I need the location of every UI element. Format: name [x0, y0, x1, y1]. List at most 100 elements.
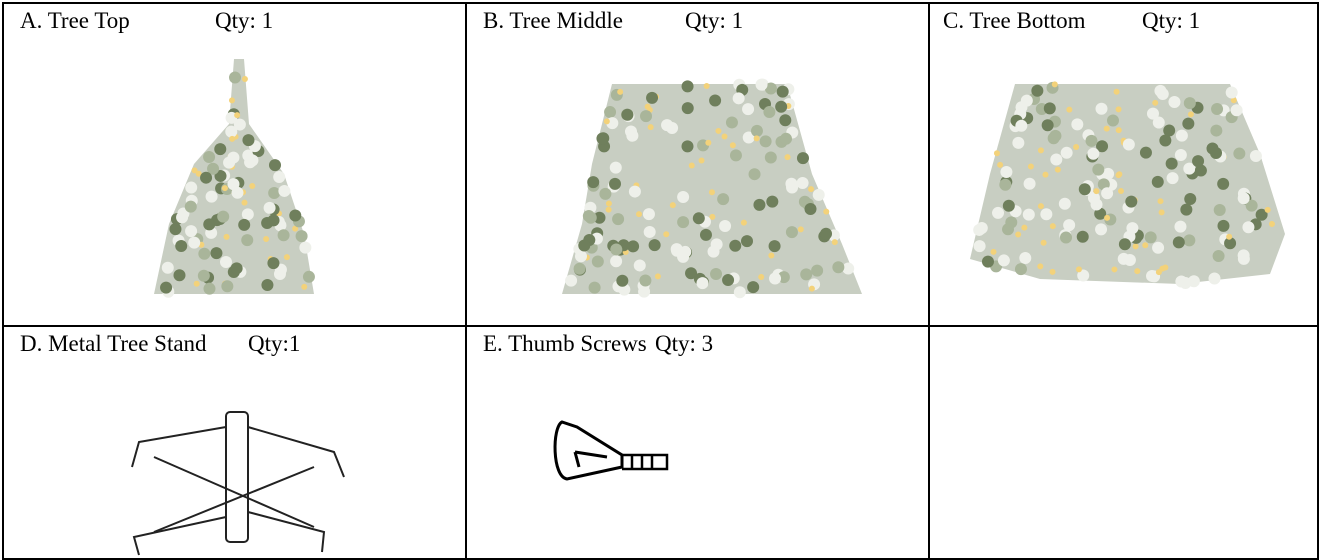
tree-texture	[269, 159, 282, 172]
tree-texture	[574, 250, 587, 263]
tree-texture	[647, 124, 654, 131]
tree-texture	[203, 151, 216, 164]
tree-texture	[705, 139, 712, 146]
tree-texture	[604, 106, 617, 119]
cell-c: C. Tree Bottom Qty: 1	[928, 2, 1319, 327]
tree-texture	[1237, 249, 1250, 262]
tree-texture	[273, 171, 286, 184]
tree-texture	[1012, 136, 1025, 149]
tree-texture	[1078, 183, 1091, 196]
tree-texture	[1212, 249, 1225, 262]
tree-texture	[748, 168, 761, 181]
tree-texture	[1211, 103, 1224, 116]
tree-texture	[1163, 124, 1176, 137]
tree-texture	[775, 100, 788, 113]
part-name: D. Metal Tree Stand	[20, 331, 207, 356]
tree-texture	[1095, 102, 1108, 115]
tree-texture	[624, 125, 637, 138]
tree-texture	[780, 132, 793, 145]
tree-texture	[696, 277, 709, 290]
tree-texture	[1115, 172, 1122, 179]
tree-texture	[268, 186, 281, 199]
tree-texture	[591, 255, 604, 268]
tree-texture	[1249, 149, 1262, 162]
tree-texture	[1049, 268, 1056, 275]
tree-texture	[776, 85, 789, 98]
tree-texture	[1115, 127, 1122, 134]
tree-texture	[229, 135, 236, 142]
tree-texture	[1066, 106, 1073, 113]
tree-texture	[573, 262, 586, 275]
part-name: B. Tree Middle	[483, 8, 623, 33]
tree-texture	[1230, 97, 1237, 104]
tree-texture	[1192, 155, 1205, 168]
tree-texture	[677, 216, 690, 229]
tree-texture	[1217, 219, 1230, 232]
tree-texture	[1060, 146, 1073, 159]
tree-texture	[766, 195, 779, 208]
tree-texture	[185, 181, 198, 194]
tree-texture	[640, 110, 653, 123]
tree-texture	[1059, 231, 1072, 244]
tree-texture	[267, 257, 280, 270]
tree-texture	[1050, 153, 1063, 166]
tree-texture	[1090, 198, 1103, 211]
tree-texture	[1142, 242, 1149, 249]
tree-texture	[161, 261, 174, 274]
tree-texture	[740, 219, 747, 226]
tree-texture	[800, 268, 813, 281]
cell-empty	[928, 325, 1319, 560]
tree-texture	[1210, 124, 1223, 137]
screw-head-inner	[573, 450, 608, 468]
tree-texture	[241, 234, 254, 247]
part-name: A. Tree Top	[20, 8, 130, 33]
tree-texture	[750, 124, 763, 137]
tree-texture	[1015, 119, 1028, 132]
tree-texture	[1118, 238, 1131, 251]
tree-texture	[1226, 233, 1233, 240]
tree-texture	[1058, 197, 1071, 210]
tree-texture	[729, 149, 742, 162]
tree-texture	[599, 187, 612, 200]
tree-texture	[221, 280, 234, 293]
tree-texture	[195, 170, 202, 177]
tree-texture	[698, 157, 705, 164]
tree-texture	[831, 239, 838, 246]
tree-texture	[277, 229, 290, 242]
tree-texture	[981, 255, 994, 268]
tree-texture	[225, 125, 238, 138]
tree-texture	[1159, 134, 1172, 147]
tree-texture	[1245, 199, 1258, 212]
tree-texture	[681, 140, 694, 153]
tree-texture	[200, 171, 213, 184]
tree-texture	[1087, 147, 1100, 160]
tree-texture	[708, 189, 715, 196]
tree-texture	[669, 202, 676, 209]
tree-texture	[832, 261, 845, 274]
tree-texture	[198, 247, 211, 260]
tree-texture	[973, 240, 986, 253]
tree-shape	[154, 59, 314, 294]
tree-texture	[1139, 146, 1152, 159]
tree-texture	[1146, 269, 1159, 282]
tree-texture	[777, 271, 790, 284]
tree-texture	[1183, 234, 1196, 247]
tree-texture	[628, 185, 641, 198]
tree-texture	[221, 185, 228, 192]
tree-texture	[578, 239, 591, 252]
tree-texture	[707, 245, 720, 258]
tree-texture	[710, 268, 723, 281]
tree-texture	[233, 118, 246, 131]
tree-texture	[217, 210, 230, 223]
tree-texture	[1217, 177, 1230, 190]
tree-texture	[784, 154, 791, 161]
tree-texture	[740, 235, 753, 248]
tree-texture	[1230, 104, 1243, 117]
tree-texture	[219, 256, 232, 269]
tree-texture	[1183, 162, 1196, 175]
tree-texture	[241, 199, 248, 206]
tree-texture	[1054, 166, 1061, 173]
tree-texture	[1037, 147, 1044, 154]
tree-texture	[1106, 114, 1119, 127]
tree-texture	[596, 132, 609, 145]
